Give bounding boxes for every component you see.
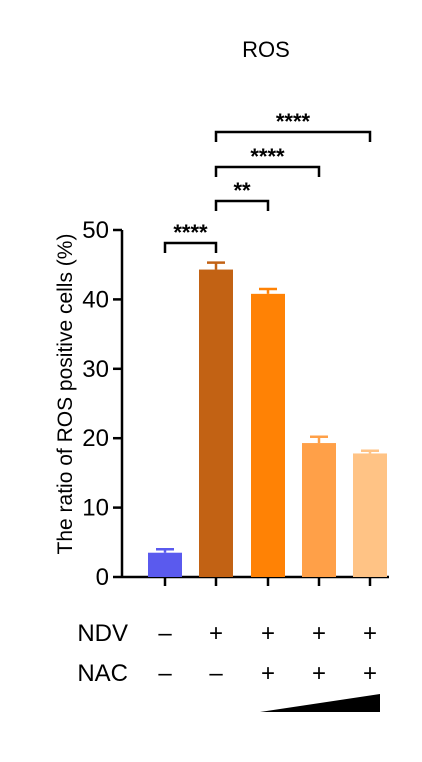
- bar: [302, 443, 336, 577]
- significance-bracket: [214, 165, 321, 177]
- bar: [199, 269, 233, 577]
- significance-label: ****: [173, 220, 208, 245]
- treatment-sign: +: [312, 620, 326, 647]
- axes: 0 10 20 30 40 50: [82, 217, 389, 591]
- significance-label: **: [233, 178, 251, 203]
- y-tick-label: 20: [82, 425, 109, 452]
- significance-bracket: [214, 199, 270, 211]
- bar: [353, 453, 387, 577]
- treatment-sign: +: [363, 620, 377, 647]
- treatment-sign: –: [158, 660, 172, 687]
- treatment-sign: +: [209, 620, 223, 647]
- treatment-sign: +: [312, 660, 326, 687]
- treatment-label: NDV: [77, 620, 128, 647]
- treatment-sign: +: [363, 660, 377, 687]
- significance-bracket: [214, 130, 372, 142]
- treatment-label: NAC: [77, 660, 128, 687]
- treatment-sign: +: [261, 660, 275, 687]
- significance-bracket: [163, 241, 218, 253]
- bar: [148, 552, 182, 577]
- significance-brackets: **************: [163, 109, 372, 253]
- y-tick-label: 10: [82, 495, 109, 522]
- bar: [251, 293, 285, 577]
- treatment-sign: –: [209, 660, 223, 687]
- y-tick-label: 30: [82, 356, 109, 383]
- significance-label: ****: [250, 144, 285, 169]
- treatment-sign: –: [158, 620, 172, 647]
- significance-label: ****: [276, 109, 311, 134]
- treatment-sign: +: [261, 620, 275, 647]
- y-axis-label: The ratio of ROS positive cells (%): [54, 234, 77, 555]
- y-tick-label: 0: [96, 564, 109, 591]
- treatment-table: NDV – + + + + NAC – – + + +: [77, 620, 380, 712]
- y-tick-label: 40: [82, 286, 109, 313]
- chart-title: ROS: [242, 37, 290, 62]
- bars: [148, 261, 387, 577]
- y-tick-label: 50: [82, 217, 109, 244]
- dose-gradient-triangle: [260, 694, 380, 712]
